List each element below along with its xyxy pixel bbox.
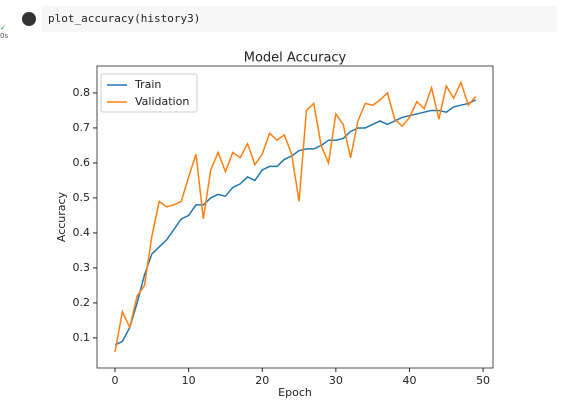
run-button[interactable] — [22, 12, 36, 26]
x-tick-label: 40 — [402, 374, 416, 387]
legend-label: Validation — [135, 95, 189, 108]
legend-label: Train — [134, 78, 161, 91]
y-axis-label: Accuracy — [55, 191, 68, 242]
x-tick-label: 30 — [329, 374, 343, 387]
x-axis-label: Epoch — [278, 386, 312, 399]
x-tick-label: 20 — [255, 374, 269, 387]
y-tick-label: 0.3 — [73, 261, 91, 274]
x-tick-label: 50 — [476, 374, 490, 387]
run-status: ✓ 0s — [0, 24, 9, 40]
y-tick-label: 0.6 — [73, 156, 91, 169]
chart: Model Accuracy Epoch Accuracy 0.1 0.2 0.3 0… — [55, 51, 494, 399]
code-editor[interactable]: plot_accuracy(history3) — [42, 6, 557, 32]
chart-title: Model Accuracy — [244, 51, 347, 66]
plot-frame — [96, 65, 494, 369]
y-tick-label: 0.2 — [73, 296, 91, 309]
y-tick-label: 0.4 — [73, 226, 91, 239]
y-tick-label: 0.7 — [73, 121, 91, 134]
line-series — [114, 80, 477, 353]
x-tick-label: 10 — [182, 374, 196, 387]
y-tick-label: 0.1 — [73, 331, 91, 344]
code-cell: ✓ 0s plot_accuracy(history3) — [0, 0, 563, 40]
line-series — [114, 99, 477, 346]
y-tick-label: 0.8 — [73, 86, 91, 99]
run-time: 0s — [0, 32, 9, 40]
x-tick-label: 0 — [112, 374, 119, 387]
y-tick-label: 0.5 — [73, 191, 91, 204]
